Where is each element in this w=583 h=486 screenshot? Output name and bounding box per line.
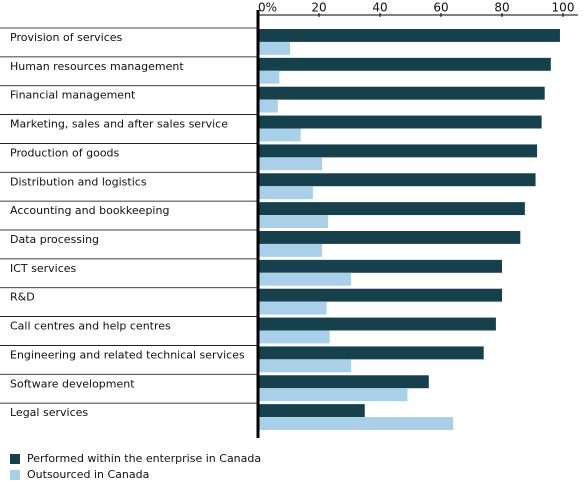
bar [258,417,454,430]
bar [258,243,323,257]
bar [258,375,429,389]
bar [258,346,484,360]
bar [258,288,502,302]
category-label: Accounting and bookkeeping [10,204,169,217]
bar [258,272,352,286]
bar [258,317,496,331]
bar [258,301,327,315]
bar [258,259,502,273]
category-label: Distribution and logistics [10,175,147,188]
category-label: Provision of services [10,31,123,44]
bar [258,231,521,244]
category-label: Engineering and related technical servic… [10,348,245,361]
bar [258,359,352,373]
legend-label: Outsourced in Canada [27,468,149,481]
bar [258,70,280,84]
bar [258,99,278,113]
category-label: Financial management [10,89,136,102]
x-tick-label: 0% [258,1,277,15]
legend-label: Performed within the enterprise in Canad… [27,452,261,465]
category-label: Production of goods [10,146,120,159]
x-tick-label: 80 [494,1,509,15]
bar [258,57,551,71]
bar [258,388,408,402]
legend-swatch [10,470,20,480]
bar [258,29,560,42]
x-tick-label: 60 [433,1,448,15]
category-label: Software development [10,377,135,390]
x-tick-label: 40 [372,1,387,15]
bar [258,404,365,418]
category-label: Marketing, sales and after sales service [10,118,228,131]
bar [258,173,536,187]
category-label: R&D [10,291,35,304]
bar [258,215,329,228]
bar [258,128,301,142]
legend-swatch [10,454,20,464]
bar [258,144,538,158]
category-label: Legal services [10,406,88,419]
bar [258,86,545,100]
bar [258,157,323,171]
bar [258,41,291,55]
bar [258,330,330,344]
x-tick-label: 20 [311,1,326,15]
category-label: Call centres and help centres [10,320,171,333]
category-label: Data processing [10,233,99,246]
category-label: ICT services [10,262,77,275]
bar [258,186,313,200]
bar [258,202,525,216]
category-label: Human resources management [10,60,184,73]
x-tick-label: 100 [552,1,575,15]
bar [258,115,542,129]
